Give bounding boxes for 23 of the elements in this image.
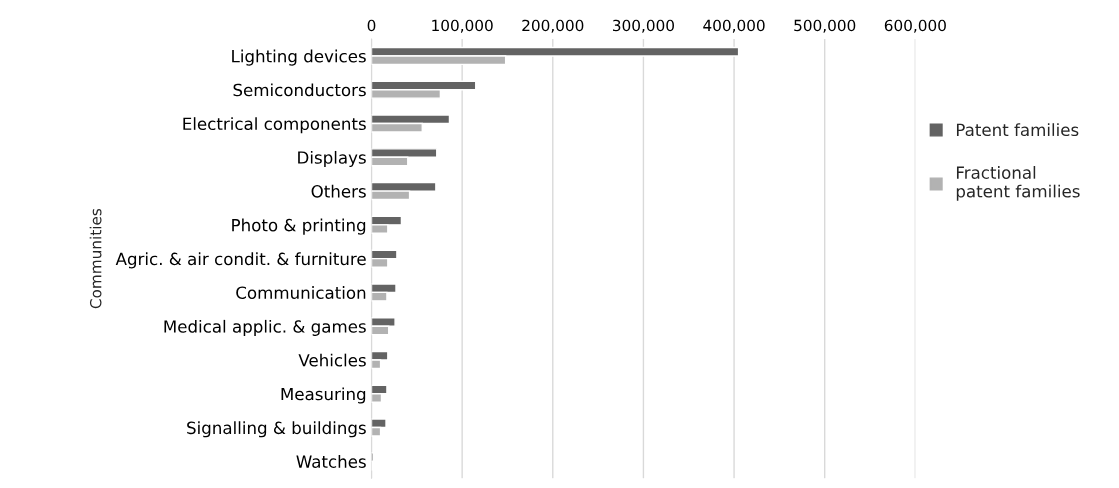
y-tick-label: Signalling & buildings xyxy=(187,421,366,438)
y-tick-label: Displays xyxy=(298,150,366,168)
x-tick-label: 600,000 xyxy=(884,19,946,33)
y-tick-label: Vehicles xyxy=(298,353,366,367)
legend-label: Fractional patent families xyxy=(956,166,1080,201)
y-tick-label: Semiconductors xyxy=(233,83,366,97)
y-tick-label: Photo & printing xyxy=(232,218,366,235)
y-tick-label: Communication xyxy=(236,286,366,299)
x-tick-label: 400,000 xyxy=(703,19,765,33)
legend-label: Patent families xyxy=(956,123,1079,137)
x-tick-label: 500,000 xyxy=(794,19,856,33)
y-axis-title: Communities xyxy=(89,208,102,309)
y-tick-label: Agric. & air condit. & furniture xyxy=(115,252,366,269)
y-tick-label: Watches xyxy=(296,455,366,468)
y-tick-label: Measuring xyxy=(281,387,366,404)
y-tick-label: Electrical components xyxy=(183,117,366,134)
x-tick-label: 0 xyxy=(367,19,376,32)
x-tick-label: 200,000 xyxy=(522,19,584,33)
y-tick-label: Lighting devices xyxy=(232,49,366,66)
y-tick-label: Medical applic. & games xyxy=(164,319,366,337)
x-tick-label: 300,000 xyxy=(613,19,674,33)
y-tick-label: Others xyxy=(311,184,366,198)
x-tick-label: 100,000 xyxy=(432,19,493,33)
